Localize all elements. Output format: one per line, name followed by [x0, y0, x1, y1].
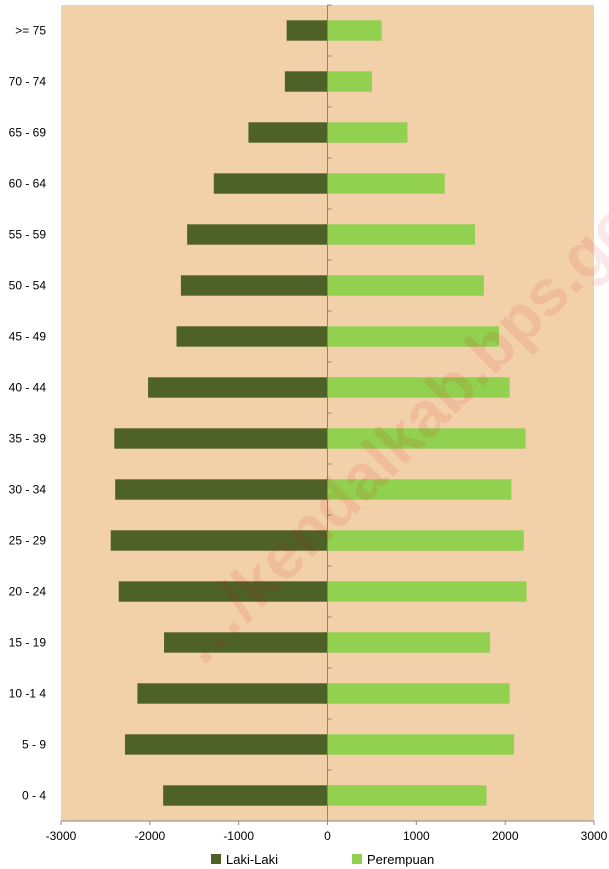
bar-perempuan-6	[327, 326, 499, 347]
bar-laki-laki-13	[137, 683, 328, 704]
legend-label-laki-laki: Laki-Laki	[226, 852, 278, 867]
category-label: >= 75	[15, 24, 46, 38]
bar-laki-laki-6	[176, 326, 328, 347]
bar-laki-laki-8	[114, 428, 328, 449]
category-label: 5 - 9	[22, 738, 46, 752]
category-label: 25 - 29	[9, 534, 47, 548]
bar-perempuan-15	[327, 785, 487, 806]
bar-laki-laki-15	[163, 785, 328, 806]
bars-group	[110, 20, 527, 806]
axes-group	[60, 4, 595, 825]
bar-laki-laki-11	[118, 581, 328, 602]
bar-laki-laki-9	[115, 479, 328, 500]
bar-perempuan-9	[327, 479, 512, 500]
bar-perempuan-5	[327, 275, 484, 296]
bar-perempuan-11	[327, 581, 527, 602]
category-label: 30 - 34	[9, 483, 47, 497]
bar-perempuan-7	[327, 377, 510, 398]
category-label: 45 - 49	[9, 330, 47, 344]
bar-perempuan-13	[327, 683, 510, 704]
x-tick-label: 1000	[403, 829, 430, 843]
bar-laki-laki-10	[110, 530, 328, 551]
legend-swatch-perempuan	[352, 854, 362, 864]
x-tick-label: -3000	[46, 829, 77, 843]
category-label: 35 - 39	[9, 432, 47, 446]
bar-laki-laki-4	[187, 224, 328, 245]
legend-label-perempuan: Perempuan	[367, 852, 434, 867]
x-tick-label: -1000	[223, 829, 254, 843]
x-tick-label: -2000	[134, 829, 165, 843]
bar-laki-laki-1	[284, 71, 328, 92]
category-label: 65 - 69	[9, 126, 47, 140]
category-label: 50 - 54	[9, 279, 47, 293]
bar-perempuan-1	[327, 71, 372, 92]
category-labels: >= 75 70 - 74 65 - 69 60 - 64 55 - 59 50 - 54…	[9, 24, 47, 803]
category-label: 10 -1 4	[9, 687, 47, 701]
bar-laki-laki-5	[180, 275, 328, 296]
bar-laki-laki-0	[286, 20, 328, 41]
bar-laki-laki-14	[124, 734, 328, 755]
category-label: 20 - 24	[9, 585, 47, 599]
category-label: 15 - 19	[9, 636, 47, 650]
bar-laki-laki-2	[248, 122, 328, 143]
category-label: 60 - 64	[9, 177, 47, 191]
bar-laki-laki-7	[148, 377, 328, 398]
category-label: 0 - 4	[22, 789, 46, 803]
legend: Laki-Laki Perempuan	[211, 852, 434, 867]
bar-perempuan-3	[327, 173, 445, 194]
bar-perempuan-12	[327, 632, 491, 653]
bar-laki-laki-12	[164, 632, 328, 653]
bar-laki-laki-3	[213, 173, 328, 194]
bar-perempuan-4	[327, 224, 475, 245]
x-tick-label: 2000	[492, 829, 519, 843]
bar-perempuan-8	[327, 428, 526, 449]
bar-perempuan-2	[327, 122, 408, 143]
x-tick-label: 3000	[581, 829, 608, 843]
legend-swatch-laki-laki	[211, 854, 221, 864]
category-label: 70 - 74	[9, 75, 47, 89]
category-label: 40 - 44	[9, 381, 47, 395]
bar-perempuan-14	[327, 734, 515, 755]
category-label: 55 - 59	[9, 228, 47, 242]
bar-perempuan-0	[327, 20, 382, 41]
x-tick-labels: -3000 -2000 -1000 0 1000 2000 3000	[46, 829, 608, 843]
x-tick-label: 0	[324, 829, 331, 843]
bar-perempuan-10	[327, 530, 524, 551]
